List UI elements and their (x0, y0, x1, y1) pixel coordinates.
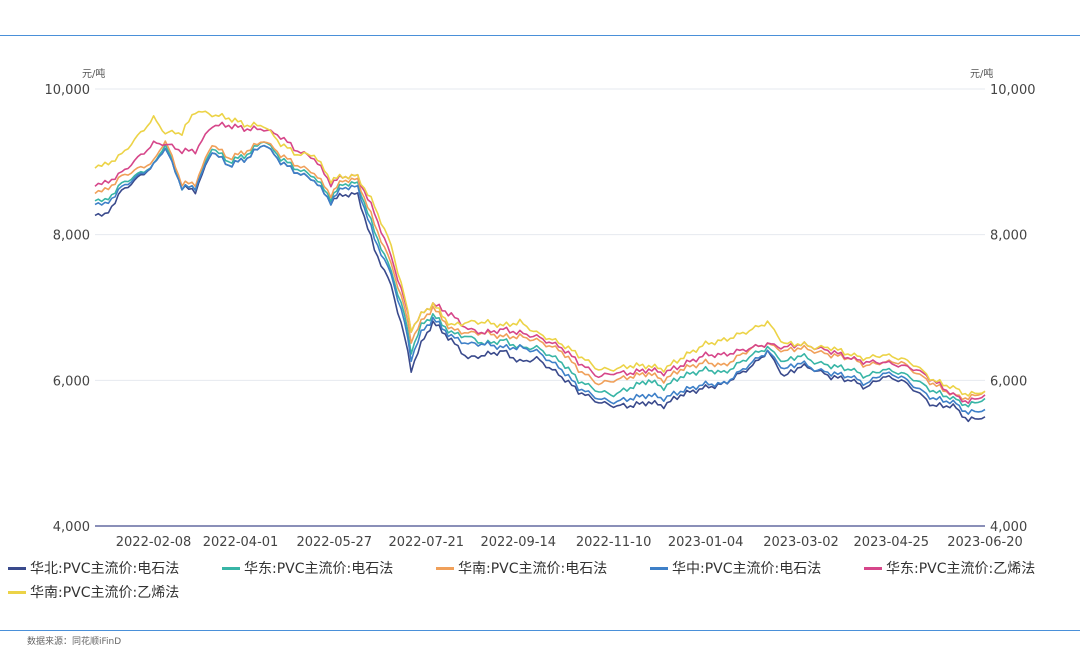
legend-label: 华北:PVC主流价:电石法 (30, 561, 180, 577)
legend-label: 华东:PVC主流价:电石法 (244, 561, 394, 577)
y-tick-label-left: 6,000 (53, 374, 90, 389)
y-axis-unit-right: 元/吨 (970, 67, 993, 80)
legend-label: 华南:PVC主流价:乙烯法 (30, 585, 180, 601)
x-tick-label: 2022-04-01 (203, 535, 279, 550)
y-tick-label-right: 10,000 (990, 83, 1036, 98)
bottom-divider (0, 630, 1080, 631)
legend-swatch (8, 566, 26, 570)
x-tick-label: 2023-01-04 (668, 535, 744, 550)
legend-item[interactable]: 华东:PVC主流价:电石法 (222, 558, 436, 578)
series-line (94, 144, 986, 415)
y-axis-right: 4,000 6,000 8,000 10,000 (990, 83, 1036, 535)
legend-label: 华南:PVC主流价:电石法 (458, 561, 608, 577)
y-tick-label-left: 4,000 (53, 520, 90, 535)
x-axis: 2022-02-08 2022-04-01 2022-05-27 2022-07-21… (95, 525, 1023, 550)
y-tick-label-left: 10,000 (45, 83, 91, 98)
legend-swatch (650, 566, 668, 570)
y-tick-label-right: 8,000 (990, 229, 1027, 244)
chart-legend: 华北:PVC主流价:电石法 华东:PVC主流价:电石法 华南:PVC主流价:电石法华… (8, 556, 1078, 604)
legend-item[interactable]: 华南:PVC主流价:电石法 (436, 558, 650, 578)
line-chart: 2022-02-08 2022-04-01 2022-05-27 2022-07-21… (45, 67, 1036, 550)
y-tick-label-right: 6,000 (990, 374, 1027, 389)
legend-item[interactable]: 华东:PVC主流价:乙烯法 (864, 558, 1078, 578)
legend-swatch (436, 566, 454, 570)
x-tick-label: 2022-07-21 (388, 535, 464, 550)
series-line (94, 110, 986, 397)
legend-row: 华南:PVC主流价:乙烯法 (8, 580, 1078, 604)
series-lines (94, 110, 986, 423)
x-tick-label: 2023-06-20 (947, 535, 1023, 550)
source-note: 数据来源：同花顺iFinD (27, 637, 122, 647)
y-tick-label-right: 4,000 (990, 520, 1027, 535)
legend-swatch (8, 590, 26, 594)
legend-row: 华北:PVC主流价:电石法 华东:PVC主流价:电石法 华南:PVC主流价:电石法 华… (8, 556, 1078, 580)
legend-item[interactable]: 华北:PVC主流价:电石法 (8, 558, 222, 578)
series-line (94, 141, 986, 408)
y-axis-unit-left: 元/吨 (82, 67, 105, 80)
x-tick-label: 2022-09-14 (480, 535, 556, 550)
y-axis-left: 4,000 6,000 8,000 10,000 (45, 83, 91, 535)
series-line (94, 140, 986, 401)
legend-swatch (864, 566, 882, 570)
legend-label: 华东:PVC主流价:乙烯法 (886, 561, 1036, 577)
x-tick-label: 2022-02-08 (116, 535, 192, 550)
legend-item[interactable]: 华中:PVC主流价:电石法 (650, 558, 864, 578)
grid-lines (95, 88, 985, 381)
legend-item[interactable]: 华南:PVC主流价:乙烯法 (8, 582, 222, 602)
legend-swatch (222, 566, 240, 570)
x-tick-label: 2023-04-25 (854, 535, 930, 550)
y-tick-label-left: 8,000 (53, 229, 90, 244)
legend-label: 华中:PVC主流价:电石法 (672, 561, 822, 577)
series-line (94, 121, 986, 405)
top-divider (0, 35, 1080, 36)
x-tick-label: 2023-03-02 (763, 535, 839, 550)
x-tick-label: 2022-05-27 (296, 535, 372, 550)
x-tick-label: 2022-11-10 (576, 535, 652, 550)
